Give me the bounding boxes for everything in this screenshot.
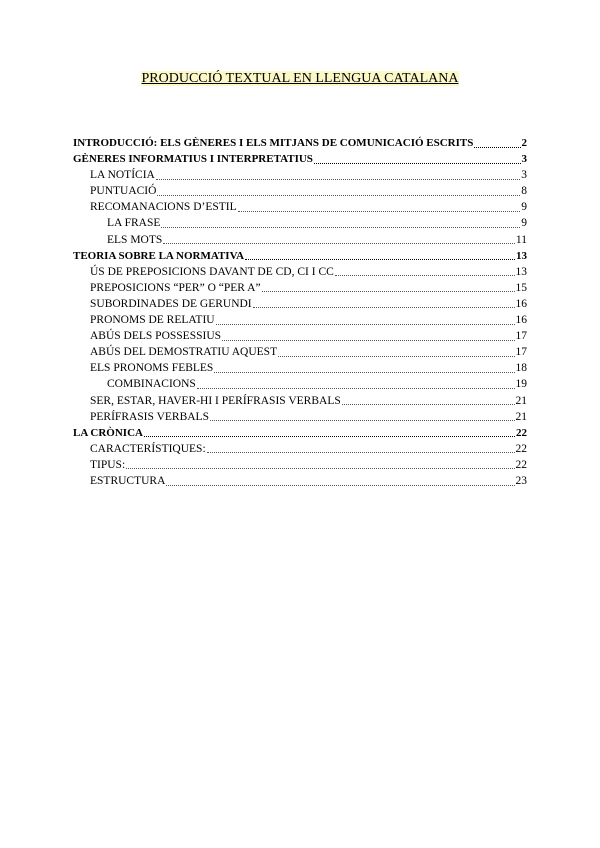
toc-entry-page: 9 [521,217,527,230]
dot-leader [313,162,521,164]
dot-leader [163,243,515,245]
dot-leader [261,291,515,293]
toc-entry-label: TEORIA SOBRE LA NORMATIVA [73,249,245,262]
toc-entry-page: 13 [516,249,527,262]
dot-leader [222,339,515,341]
dot-leader [161,227,521,229]
dot-leader [237,210,521,212]
toc-entry[interactable]: ELS PRONOMS FEBLES 18 [73,360,527,376]
toc-entry-page: 8 [521,185,527,198]
toc-entry-label: CARACTERÍSTIQUES: [90,442,206,455]
toc-entry-label: ELS PRONOMS FEBLES [90,362,214,375]
toc-entry-page: 11 [515,233,527,246]
toc-entry[interactable]: RECOMANACIONS D’ESTIL 9 [73,199,527,215]
dot-leader [126,468,515,470]
dot-leader [157,194,521,196]
toc-entry-page: 16 [515,297,528,310]
toc-entry-page: 19 [515,378,528,391]
toc-entry-label: ÚS DE PREPOSICIONS DAVANT DE CD, CI I CC [90,265,334,278]
toc-entry-label: TIPUS: [90,458,126,471]
toc-entry[interactable]: INTRODUCCIÓ: ELS GÈNERES I ELS MITJANS D… [73,135,527,151]
toc-entry-label: SUBORDINADES DE GERUNDI [90,297,252,310]
toc-entry-label: SER, ESTAR, HAVER-HI I PERÍFRASIS VERBAL… [90,394,341,407]
dot-leader [209,420,515,422]
toc-entry-label: INTRODUCCIÓ: ELS GÈNERES I ELS MITJANS D… [73,137,474,149]
dot-leader [155,178,521,180]
dot-leader [166,484,515,486]
toc-entry-label: PRONOMS DE RELATIU [90,314,215,327]
toc-entry-page: 3 [521,153,528,166]
toc-entry-page: 22 [515,442,528,455]
dot-leader [214,371,515,373]
dot-leader [252,307,515,309]
dot-leader [474,146,521,148]
toc-entry-page: 17 [515,346,528,359]
toc-entry[interactable]: LA CRÒNICA 22 [73,425,527,441]
toc-entry-label: PUNTUACIÓ [90,185,157,198]
document-title-text: PRODUCCIÓ TEXTUAL EN LLENGUA CATALANA [140,71,460,86]
toc-entry[interactable]: PRONOMS DE RELATIU 16 [73,312,527,328]
toc-entry-label: PREPOSICIONS “PER” O “PER A” [90,281,261,294]
dot-leader [245,259,515,261]
toc-entry-label: LA NOTÍCIA [90,169,155,182]
toc-entry-page: 17 [515,330,528,343]
toc-entry[interactable]: ABÚS DELS POSSESSIUS 17 [73,328,527,344]
toc-entry-page: 2 [521,137,528,149]
toc-entry-label: ABÚS DELS POSSESSIUS [90,330,222,343]
toc-entry[interactable]: LA FRASE 9 [73,215,527,231]
toc-entry-page: 22 [516,426,527,439]
toc-entry-label: ELS MOTS [107,233,163,246]
toc-entry[interactable]: ÚS DE PREPOSICIONS DAVANT DE CD, CI I CC… [73,264,527,280]
toc-entry[interactable]: ELS MOTS 11 [73,232,527,248]
toc-entry-label: GÈNERES INFORMATIUS I INTERPRETATIUS [73,153,313,166]
toc-entry-page: 13 [515,265,528,278]
toc-entry[interactable]: SUBORDINADES DE GERUNDI 16 [73,296,527,312]
toc-entry-page: 9 [521,201,527,214]
toc-entry[interactable]: GÈNERES INFORMATIUS I INTERPRETATIUS 3 [73,151,527,167]
toc-entry[interactable]: PUNTUACIÓ 8 [73,183,527,199]
toc-entry-label: RECOMANACIONS D’ESTIL [90,201,237,214]
toc-entry-page: 22 [515,458,528,471]
dot-leader [334,275,515,277]
toc-entry[interactable]: CARACTERÍSTIQUES: 22 [73,441,527,457]
toc-entry[interactable]: LA NOTÍCIA 3 [73,167,527,183]
toc-entry[interactable]: COMBINACIONS 19 [73,376,527,392]
toc-entry[interactable]: ESTRUCTURA 23 [73,473,527,489]
document-title: PRODUCCIÓ TEXTUAL EN LLENGUA CATALANA [0,71,600,87]
toc-entry-label: ABÚS DEL DEMOSTRATIU AQUEST [90,346,278,359]
dot-leader [278,355,515,357]
toc-entry[interactable]: TIPUS: 22 [73,457,527,473]
dot-leader [196,387,515,389]
toc-entry-label: LA CRÒNICA [73,426,143,439]
dot-leader [206,452,515,454]
toc-entry-label: ESTRUCTURA [90,474,166,487]
dot-leader [143,436,515,438]
toc-entry-page: 16 [515,314,528,327]
toc-entry-label: PERÍFRASIS VERBALS [90,410,209,423]
toc-entry[interactable]: ABÚS DEL DEMOSTRATIU AQUEST 17 [73,344,527,360]
dot-leader [341,404,515,406]
toc-entry-page: 3 [521,169,527,182]
toc-entry-page: 21 [515,394,528,407]
toc-entry-page: 21 [515,410,528,423]
toc-entry-page: 23 [515,474,528,487]
toc-entry-label: LA FRASE [107,217,161,230]
toc-entry[interactable]: PREPOSICIONS “PER” O “PER A” 15 [73,280,527,296]
table-of-contents: INTRODUCCIÓ: ELS GÈNERES I ELS MITJANS D… [73,135,527,489]
toc-entry-page: 18 [515,362,528,375]
toc-entry-page: 15 [515,281,528,294]
dot-leader [215,323,515,325]
toc-entry[interactable]: TEORIA SOBRE LA NORMATIVA 13 [73,248,527,264]
toc-entry[interactable]: PERÍFRASIS VERBALS 21 [73,409,527,425]
toc-entry[interactable]: SER, ESTAR, HAVER-HI I PERÍFRASIS VERBAL… [73,393,527,409]
toc-entry-label: COMBINACIONS [107,378,196,391]
